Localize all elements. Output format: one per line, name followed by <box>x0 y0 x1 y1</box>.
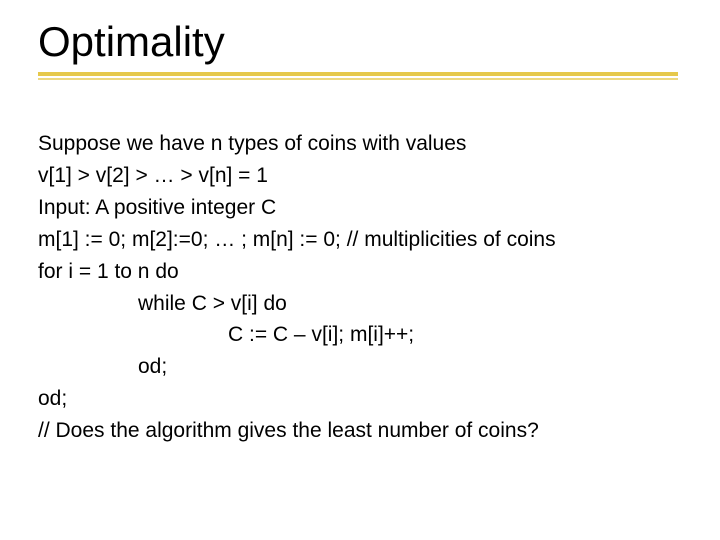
slide-body: Suppose we have n types of coins with va… <box>38 128 682 447</box>
body-line: m[1] := 0; m[2]:=0; … ; m[n] := 0; // mu… <box>38 224 682 256</box>
body-line: for i = 1 to n do <box>38 256 682 288</box>
body-line: Input: A positive integer C <box>38 192 682 224</box>
underline-main <box>38 72 678 76</box>
body-line: od; <box>38 351 682 383</box>
body-line: Suppose we have n types of coins with va… <box>38 128 682 160</box>
body-line: od; <box>38 383 682 415</box>
body-line: // Does the algorithm gives the least nu… <box>38 415 682 447</box>
slide-title: Optimality <box>38 18 682 66</box>
title-underline <box>38 72 682 100</box>
slide: Optimality Suppose we have n types of co… <box>0 0 720 477</box>
body-line: C := C – v[i]; m[i]++; <box>38 319 682 351</box>
body-line: v[1] > v[2] > … > v[n] = 1 <box>38 160 682 192</box>
body-line: while C > v[i] do <box>38 288 682 320</box>
underline-shadow <box>38 78 678 80</box>
